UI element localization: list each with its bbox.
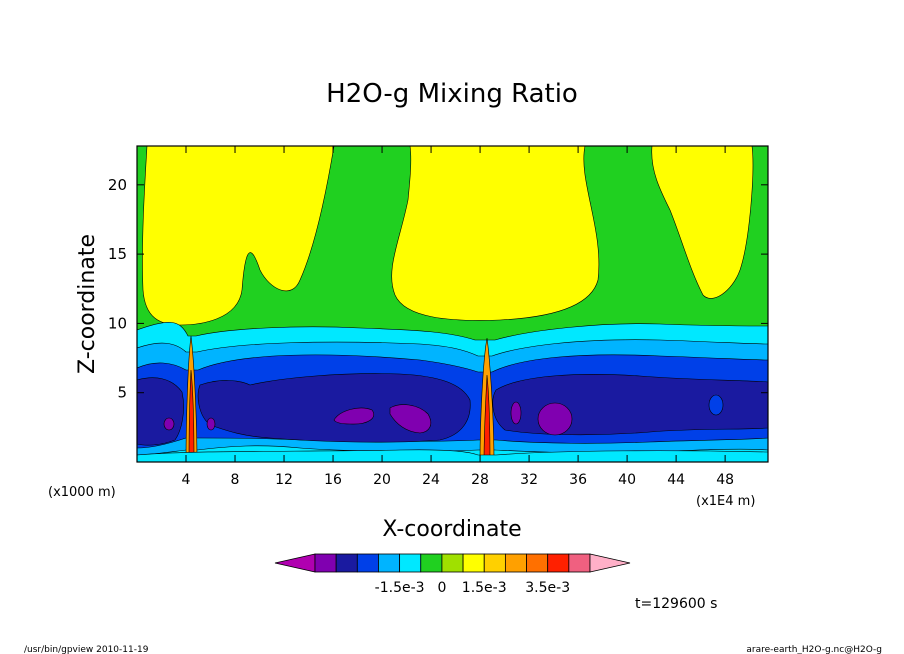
contour-region-purple-d (510, 401, 522, 425)
x-tick-label: 20 (373, 472, 391, 488)
y-tick-label: 10 (108, 314, 127, 332)
colorbar-labels: -1.5e-3 0 1.5e-3 3.5e-3 (375, 580, 570, 596)
x-tick-label: 40 (618, 472, 636, 488)
colorbar-swatch (526, 553, 549, 573)
y-scale-note: (x1000 m) (48, 485, 116, 500)
contour-region-yellow-middle (391, 146, 600, 321)
colorbar-swatch (335, 553, 358, 573)
x-scale-note: (x1E4 m) (696, 494, 755, 509)
colorbar-swatch (483, 553, 506, 573)
contour-region-purple-b (389, 404, 432, 434)
colorbar-swatch (420, 553, 443, 573)
x-tick-label: 32 (520, 472, 538, 488)
y-tick-label: 5 (117, 384, 127, 402)
plot-frame (136, 145, 769, 463)
x-tick-label: 24 (422, 472, 440, 488)
x-tick-label: 44 (667, 472, 685, 488)
x-axis-label: X-coordinate (382, 517, 521, 542)
contour-region-purple-f (206, 417, 216, 431)
colorbar-swatch (547, 553, 570, 573)
colorbar-swatch (504, 553, 527, 573)
colorbar-label: 0 (437, 580, 446, 596)
contour-region-purple-e (163, 417, 175, 431)
colorbar-extend-low (274, 553, 316, 573)
colorbar-swatch (568, 553, 591, 573)
time-label: t=129600 s (635, 596, 717, 612)
contour-region-purple-c (537, 402, 573, 436)
contour-region-bottom-lightblue (137, 449, 768, 462)
contour-region-navy-right (492, 374, 768, 436)
footer-right: arare-earth_H2O-g.nc@H2O-g (746, 645, 882, 654)
contour-region-yellow-right (651, 146, 754, 299)
y-tick-marks: 5 10 15 20 (108, 176, 768, 402)
x-tick-label: 36 (569, 472, 587, 488)
colorbar-label: 3.5e-3 (525, 580, 570, 596)
x-tick-label: 48 (716, 472, 734, 488)
colorbar-label: -1.5e-3 (375, 580, 425, 596)
y-axis-label: Z-coordinate (75, 234, 100, 374)
contour-region-yellow-left (142, 146, 335, 326)
colorbar-swatch (378, 553, 401, 573)
y-tick-label: 20 (108, 176, 127, 194)
y-tick-label: 15 (108, 245, 127, 263)
x-tick-marks: 4 8 12 16 20 24 28 32 36 40 44 48 (182, 146, 734, 488)
colorbar-swatch (356, 553, 379, 573)
x-tick-label: 16 (324, 472, 342, 488)
contour-region-navy-left (137, 377, 184, 446)
x-tick-label: 28 (471, 472, 489, 488)
colorbar-swatch (314, 553, 337, 573)
contour-region-purple-a (333, 407, 374, 425)
x-tick-label: 8 (231, 472, 240, 488)
colorbar-swatch (462, 553, 485, 573)
colorbar-label: 1.5e-3 (462, 580, 507, 596)
x-tick-label: 12 (275, 472, 293, 488)
x-tick-label: 4 (182, 472, 191, 488)
plume-left-core (188, 369, 195, 462)
colorbar-swatch (441, 553, 464, 573)
contour-region-navy-center (197, 373, 471, 443)
colorbar (274, 553, 631, 573)
contour-region-blue-spot (708, 394, 724, 416)
chart-title: H2O-g Mixing Ratio (326, 79, 578, 109)
colorbar-extend-high (589, 553, 631, 573)
plume-right-core (483, 374, 491, 462)
footer-left: /usr/bin/gpview 2010-11-19 (24, 645, 149, 654)
colorbar-swatch (399, 553, 422, 573)
